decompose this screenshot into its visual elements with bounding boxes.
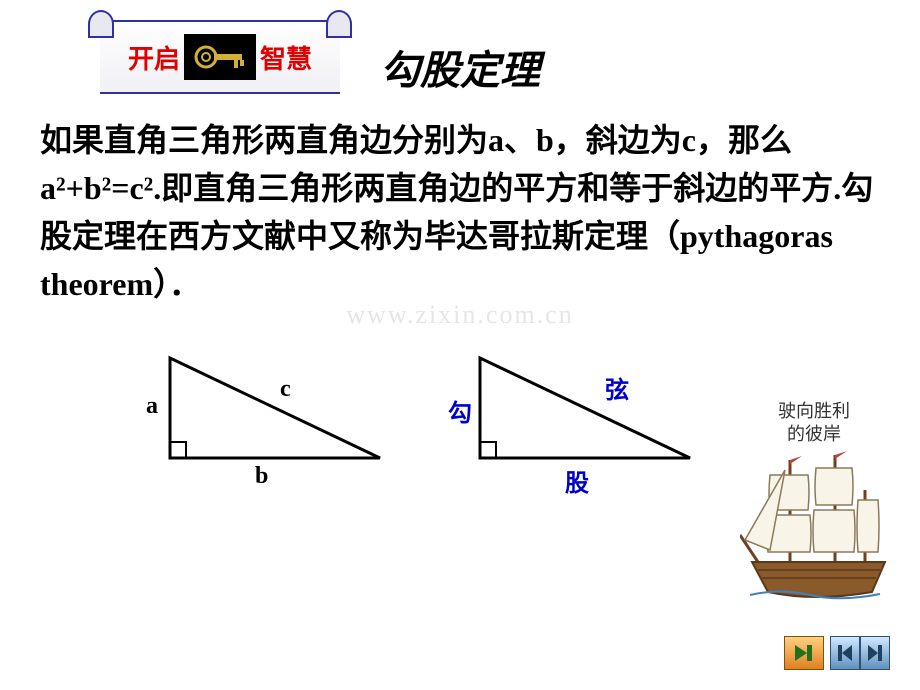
ship-icon — [740, 450, 890, 615]
nav-forward-button[interactable] — [784, 636, 824, 670]
label-gou: 勾 — [448, 393, 472, 428]
ship-caption: 驶向胜利 的彼岸 — [778, 400, 850, 447]
ship-caption-line1: 驶向胜利 — [778, 400, 850, 423]
key-icon — [184, 34, 256, 80]
page-title: 勾股定理 — [380, 20, 540, 96]
theorem-text: 如果直角三角形两直角边分别为a、b，斜边为c，那么a²+b²=c².即直角三角形… — [0, 96, 920, 308]
label-gu: 股 — [565, 463, 589, 498]
nav-next-button[interactable] — [860, 636, 890, 670]
ship-caption-line2: 的彼岸 — [778, 423, 850, 446]
nav-buttons — [784, 636, 890, 670]
label-xian: 弦 — [605, 370, 629, 405]
nav-prev-button[interactable] — [830, 636, 860, 670]
triangle-gouguxian: 勾 股 弦 — [450, 338, 700, 488]
label-c: c — [280, 376, 291, 403]
scroll-curl-left — [88, 10, 114, 38]
label-b: b — [255, 463, 268, 490]
banner-text-left: 开启 — [128, 39, 180, 76]
banner-text-right: 智慧 — [260, 39, 312, 76]
triangle-abc: a b c — [140, 338, 390, 488]
scroll-banner: 开启 智慧 — [100, 20, 340, 94]
scroll-curl-right — [326, 10, 352, 38]
label-a: a — [146, 393, 158, 420]
